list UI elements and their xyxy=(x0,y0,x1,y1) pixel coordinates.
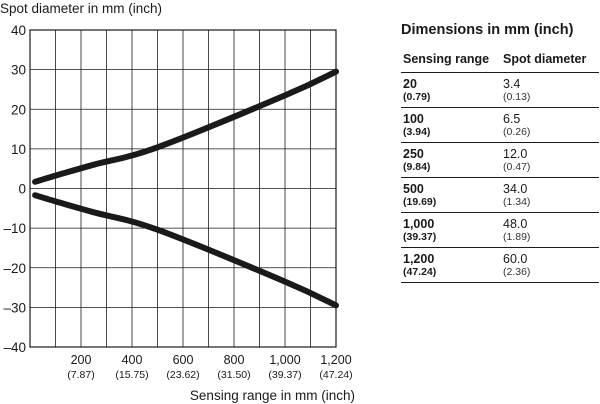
sensing-range-mm: 1,000 xyxy=(403,217,435,231)
col-header-sensing-range: Sensing range xyxy=(401,48,501,73)
spot-diameter-inch: (2.36) xyxy=(503,266,531,278)
y-tick-label: 20 xyxy=(11,102,26,117)
table-row: 100 (3.94) 6.5 (0.26) xyxy=(401,107,599,143)
sensing-range-inch: (3.94) xyxy=(403,126,431,138)
sensing-range-mm: 100 xyxy=(403,112,424,126)
cell-spot-diameter: 34.0 (1.34) xyxy=(501,177,599,213)
table-row: 1,200 (47.24) 60.0 (2.36) xyxy=(401,247,599,283)
cell-sensing-range: 1,000 (39.37) xyxy=(401,212,501,248)
y-tick-label: 10 xyxy=(11,142,26,157)
dimensions-table-body: 20 (0.79) 3.4 (0.13) 100 (3.94) 6.5 (0.26) 250 (9… xyxy=(401,72,599,283)
table-row: 1,000 (39.37) 48.0 (1.89) xyxy=(401,212,599,248)
y-tick-label: 40 xyxy=(11,23,26,38)
table-header-row: Sensing range Spot diameter xyxy=(401,48,599,73)
cell-spot-diameter: 3.4 (0.13) xyxy=(501,72,599,108)
x-tick-label-inch: (31.50) xyxy=(217,369,250,381)
x-axis-title: Sensing range in mm (inch) xyxy=(190,388,355,403)
spot-diameter-inch: (0.13) xyxy=(503,91,531,103)
tick-labels: 40 30 20 10 0 –10 –20 –30 –40 200 (7.87) 400 (15.75)… xyxy=(3,23,352,381)
y-tick-label: –10 xyxy=(3,221,26,236)
spot-diameter-mm: 34.0 xyxy=(503,182,528,196)
table-row: 500 (19.69) 34.0 (1.34) xyxy=(401,177,599,213)
table-row: 20 (0.79) 3.4 (0.13) xyxy=(401,72,599,108)
sensing-range-inch: (9.84) xyxy=(403,161,431,173)
plot-frame xyxy=(29,29,337,348)
spot-diameter-inch: (0.47) xyxy=(503,161,531,173)
cell-spot-diameter: 6.5 (0.26) xyxy=(501,107,599,143)
spot-boundary-line xyxy=(32,192,339,309)
sensing-range-mm: 20 xyxy=(403,77,417,91)
y-tick-label: 0 xyxy=(18,182,26,197)
cell-spot-diameter: 48.0 (1.89) xyxy=(501,212,599,248)
sensing-range-inch: (19.69) xyxy=(403,196,437,208)
col-header-spot-diameter: Spot diameter xyxy=(501,48,599,73)
sensing-range-inch: (0.79) xyxy=(403,91,431,103)
x-tick-label: 200 xyxy=(71,353,92,367)
spot-diameter-mm: 3.4 xyxy=(503,77,521,91)
x-tick-label: 1,000 xyxy=(269,353,300,367)
sensing-range-mm: 1,200 xyxy=(403,252,435,266)
y-tick-label: 30 xyxy=(11,63,26,78)
spot-diameter-mm: 48.0 xyxy=(503,217,528,231)
spot-diameter-mm: 6.5 xyxy=(503,112,521,126)
x-tick-label-inch: (47.24) xyxy=(319,369,352,381)
x-tick-label-inch: (7.87) xyxy=(67,369,94,381)
dimensions-panel: Dimensions in mm (inch) Sensing range Sp… xyxy=(401,22,599,283)
spot-diameter-inch: (0.26) xyxy=(503,126,531,138)
cell-sensing-range: 1,200 (47.24) xyxy=(401,247,501,283)
cell-sensing-range: 20 (0.79) xyxy=(401,72,501,108)
y-axis-title: Spot diameter in mm (inch) xyxy=(0,1,162,16)
sensing-range-mm: 500 xyxy=(403,182,424,196)
dimensions-title: Dimensions in mm (inch) xyxy=(401,22,574,38)
y-tick-label: –20 xyxy=(3,261,26,276)
x-tick-label: 1,200 xyxy=(320,353,351,367)
cell-spot-diameter: 60.0 (2.36) xyxy=(501,247,599,283)
y-tick-label: –40 xyxy=(3,340,26,355)
spot-diameter-mm: 60.0 xyxy=(503,252,528,266)
dimensions-table: Sensing range Spot diameter 20 (0.79) 3.4(… xyxy=(401,48,599,283)
cell-spot-diameter: 12.0 (0.47) xyxy=(501,142,599,178)
cell-sensing-range: 100 (3.94) xyxy=(401,107,501,143)
sensing-range-mm: 250 xyxy=(403,147,424,161)
x-tick-label-inch: (23.62) xyxy=(166,369,199,381)
cell-sensing-range: 250 (9.84) xyxy=(401,142,501,178)
spot-diameter-mm: 12.0 xyxy=(503,147,528,161)
sensing-range-inch: (39.37) xyxy=(403,231,437,243)
table-row: 250 (9.84) 12.0 (0.47) xyxy=(401,142,599,178)
x-tick-label: 600 xyxy=(173,353,194,367)
spot-diameter-inch: (1.89) xyxy=(503,231,531,243)
cell-sensing-range: 500 (19.69) xyxy=(401,177,501,213)
x-tick-label-inch: (15.75) xyxy=(115,369,148,381)
x-tick-label: 800 xyxy=(224,353,245,367)
spot-boundary-line xyxy=(32,68,339,185)
series-lines xyxy=(32,68,339,309)
y-tick-label: –30 xyxy=(3,300,26,315)
sensing-range-inch: (47.24) xyxy=(403,266,437,278)
spot-diameter-chart: Spot diameter in mm (inch) Sensing range… xyxy=(0,1,355,403)
grid xyxy=(30,30,336,347)
x-tick-label-inch: (39.37) xyxy=(268,369,301,381)
spot-diameter-inch: (1.34) xyxy=(503,196,531,208)
x-tick-label: 400 xyxy=(122,353,143,367)
